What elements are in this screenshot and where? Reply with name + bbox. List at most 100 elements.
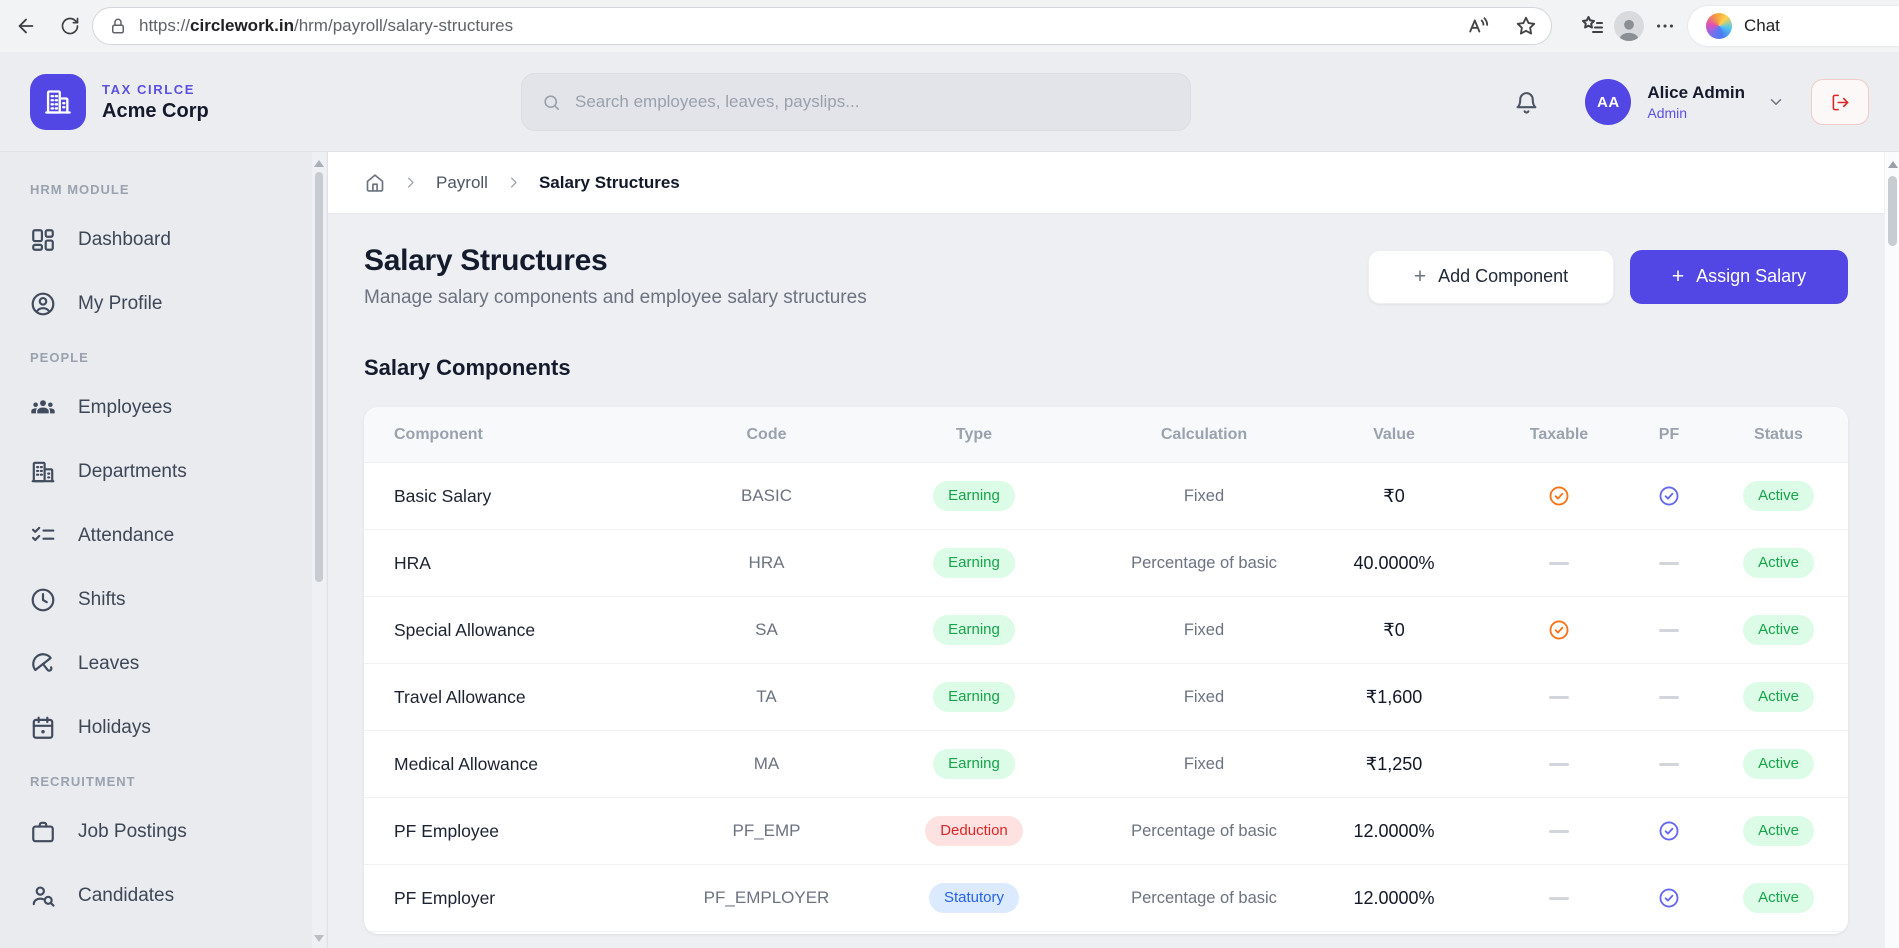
sidebar-item-label: Candidates [78, 885, 175, 906]
page-scrollbar-thumb[interactable] [1888, 176, 1897, 246]
lock-icon [109, 17, 127, 35]
search-icon [542, 93, 561, 112]
sidebar-scrollbar[interactable] [312, 152, 326, 948]
pf-cell [1629, 695, 1709, 699]
umbrella-icon [30, 651, 56, 677]
search-input[interactable] [575, 92, 1170, 112]
sidebar-scroll-up-arrow[interactable] [314, 160, 324, 167]
breadcrumb-payroll[interactable]: Payroll [436, 172, 488, 192]
user-circle-icon [30, 291, 56, 317]
status-cell: Active [1709, 615, 1848, 645]
value: 12.0000% [1353, 887, 1435, 908]
favorites-list-icon[interactable] [1580, 14, 1604, 38]
pf-cell [1629, 561, 1709, 565]
dash-icon [1549, 829, 1569, 833]
global-search[interactable] [521, 73, 1191, 131]
page-scrollbar[interactable] [1884, 152, 1899, 948]
briefcase-icon [30, 819, 56, 845]
component-name: PF Employer [394, 887, 496, 908]
read-aloud-icon[interactable] [1467, 15, 1489, 37]
copilot-chat-button[interactable]: Chat [1688, 6, 1899, 46]
chevron-right-icon [506, 175, 521, 190]
table-row: Medical Allowance MA Earning Fixed ₹1,250 Act… [364, 731, 1848, 798]
org-logo[interactable] [30, 74, 86, 130]
sidebar-item-job-postings[interactable]: Job Postings [30, 804, 303, 860]
component-code: MA [753, 754, 780, 773]
breadcrumb: Payroll Salary Structures [328, 152, 1884, 214]
sidebar-item-leaves[interactable]: Leaves [30, 636, 303, 692]
value: 12.0000% [1353, 820, 1435, 841]
users-icon [30, 395, 56, 421]
browser-chrome: https://circlework.in/hrm/payroll/salary… [0, 0, 1899, 52]
assign-salary-label: Assign Salary [1696, 266, 1807, 286]
user-avatar[interactable]: AA [1585, 79, 1632, 125]
dashboard-icon [30, 227, 56, 253]
taxable-cell [1489, 561, 1629, 565]
dash-icon [1659, 762, 1679, 766]
status-badge: Active [1743, 682, 1814, 712]
sidebar-scroll-down-arrow[interactable] [314, 935, 324, 942]
column-header-pf: PF [1658, 425, 1680, 443]
sidebar-item-holidays[interactable]: Holidays [30, 700, 303, 756]
sidebar-item-employees[interactable]: Employees [30, 380, 303, 436]
type-badge: Earning [933, 615, 1015, 645]
column-header-taxable: Taxable [1529, 425, 1589, 443]
component-code: SA [755, 620, 778, 639]
back-arrow-icon [15, 15, 37, 37]
pf-cell [1629, 887, 1709, 909]
page-scroll-up-arrow[interactable] [1887, 161, 1898, 168]
home-icon[interactable] [365, 173, 385, 193]
sidebar-item-candidates[interactable]: Candidates [30, 868, 303, 924]
sidebar-scrollbar-thumb[interactable] [315, 172, 323, 582]
logout-button[interactable] [1811, 79, 1869, 125]
sidebar-item-label: Attendance [78, 525, 175, 546]
sidebar-item-dashboard[interactable]: Dashboard [30, 212, 303, 268]
calculation: Fixed [1183, 754, 1225, 773]
notifications-bell-icon[interactable] [1514, 90, 1539, 115]
dash-icon [1659, 628, 1679, 632]
pf-check-icon [1658, 887, 1680, 909]
sidebar-item-label: Dashboard [78, 229, 171, 250]
column-header-code: Code [746, 425, 787, 443]
taxable-check-icon [1548, 619, 1570, 641]
type-badge: Earning [933, 481, 1015, 511]
user-meta[interactable]: Alice Admin Admin [1647, 83, 1745, 121]
sidebar-item-attendance[interactable]: Attendance [30, 508, 303, 564]
address-bar[interactable]: https://circlework.in/hrm/payroll/salary… [92, 7, 1552, 45]
component-code: PF_EMP [732, 821, 801, 840]
browser-profile-icon[interactable] [1614, 11, 1644, 41]
table-row: Basic Salary BASIC Earning Fixed ₹0 Active [364, 463, 1848, 530]
taxable-check-icon [1548, 485, 1570, 507]
taxable-cell [1489, 485, 1629, 507]
status-badge: Active [1743, 816, 1814, 846]
type-cell: Earning [839, 682, 1109, 712]
browser-back-button[interactable] [8, 8, 44, 44]
sidebar-item-shifts[interactable]: Shifts [30, 572, 303, 628]
app-header: TAX CIRLCE Acme Corp AA Alice Admin Admi… [0, 52, 1899, 152]
pf-cell [1629, 485, 1709, 507]
favorite-star-icon[interactable] [1515, 15, 1537, 37]
browser-refresh-button[interactable] [52, 8, 88, 44]
calculation: Percentage of basic [1131, 553, 1277, 572]
table-row: Special Allowance SA Earning Fixed ₹0 Active [364, 597, 1848, 664]
browser-menu-icon[interactable] [1654, 15, 1676, 37]
component-name: Travel Allowance [394, 686, 526, 707]
table-row: PF Employee PF_EMP Deduction Percentage of … [364, 798, 1848, 865]
sidebar-item-my-profile[interactable]: My Profile [30, 276, 303, 332]
chevron-down-icon[interactable] [1767, 93, 1785, 111]
add-component-button[interactable]: + Add Component [1368, 249, 1614, 304]
section-title: Salary Components [364, 355, 571, 380]
status-badge: Active [1743, 481, 1814, 511]
table-row: HRA HRA Earning Percentage of basic 40.0000%… [364, 530, 1848, 597]
assign-salary-button[interactable]: + Assign Salary [1630, 249, 1848, 304]
calculation: Fixed [1183, 486, 1225, 505]
dash-icon [1549, 695, 1569, 699]
taxable-cell [1489, 896, 1629, 900]
dash-icon [1659, 561, 1679, 565]
sidebar-section-label: HRM MODULE [30, 182, 130, 197]
main-content: Payroll Salary Structures Salary Structu… [328, 152, 1884, 948]
column-header-value: Value [1373, 425, 1415, 443]
sidebar-item-departments[interactable]: Departments [30, 444, 303, 500]
dash-icon [1549, 561, 1569, 565]
type-cell: Statutory [839, 883, 1109, 913]
